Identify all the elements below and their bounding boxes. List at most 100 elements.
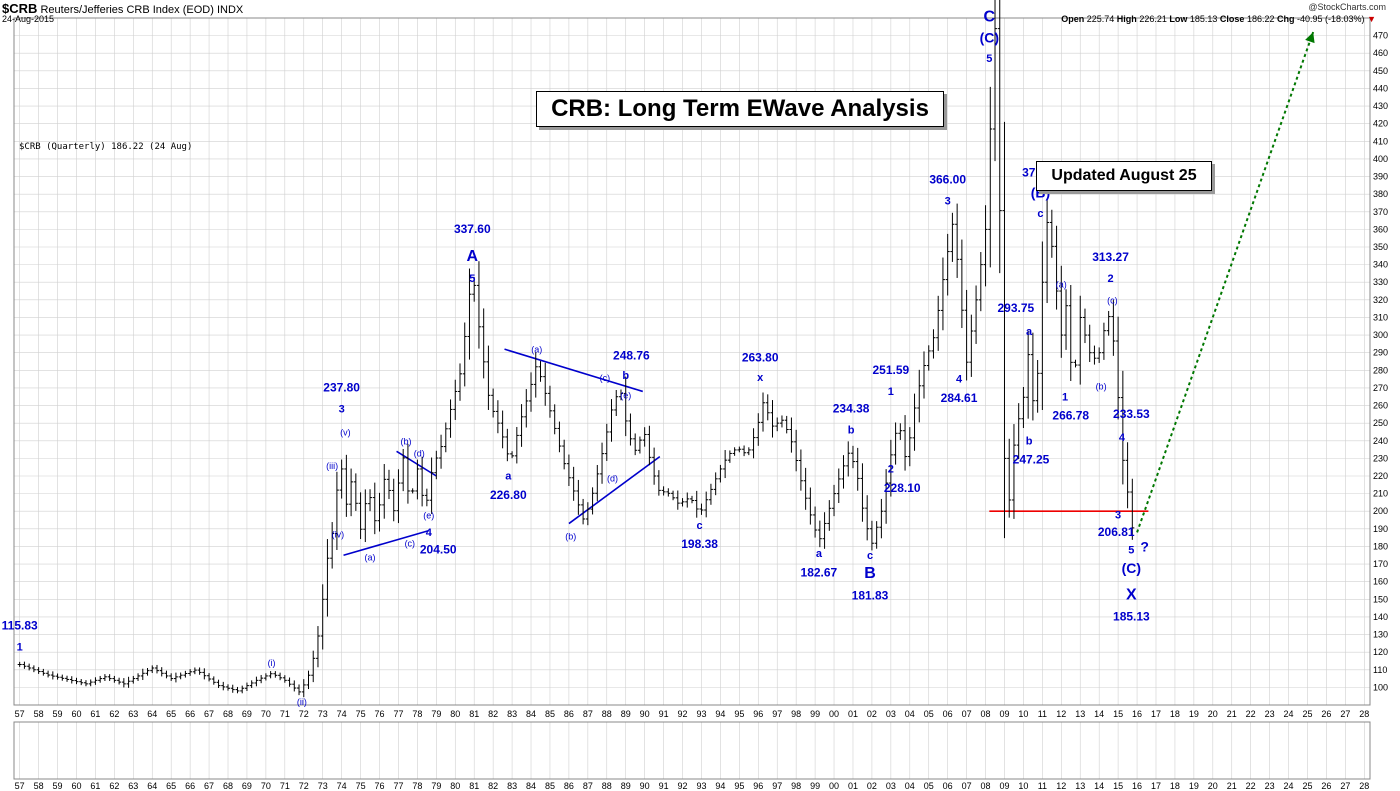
close-value: 186.22	[1246, 14, 1275, 24]
x-tick-label: 62	[109, 709, 119, 719]
y-tick-label: 440	[1373, 83, 1388, 93]
x-tick-label: 86	[564, 709, 574, 719]
x-tick-label-bottom: 18	[1170, 781, 1180, 791]
wave-labels: 115.831(i)(ii)(iii)237.803(v)(iv)(a)(b)(…	[2, 0, 1150, 707]
wave-label: 3	[945, 196, 951, 208]
x-tick-label-bottom: 09	[999, 781, 1009, 791]
low-value: 185.13	[1189, 14, 1218, 24]
x-tick-label: 02	[867, 709, 877, 719]
y-tick-label: 160	[1373, 577, 1388, 587]
x-tick-label-bottom: 62	[109, 781, 119, 791]
x-tick-label-bottom: 57	[15, 781, 25, 791]
x-tick-label: 70	[261, 709, 271, 719]
wave-label: ?	[1140, 539, 1149, 555]
x-tick-label: 96	[753, 709, 763, 719]
y-tick-label: 210	[1373, 489, 1388, 499]
high-label: High	[1116, 14, 1137, 24]
x-tick-label: 25	[1302, 709, 1312, 719]
wave-label: 251.59	[873, 363, 910, 377]
wave-label: A	[467, 248, 479, 265]
y-tick-label: 340	[1373, 260, 1388, 270]
x-tick-label-bottom: 19	[1189, 781, 1199, 791]
y-tick-label: 180	[1373, 541, 1388, 551]
wave-label: (c)	[405, 538, 416, 548]
x-tick-label-bottom: 92	[678, 781, 688, 791]
wave-label: 293.75	[997, 301, 1034, 315]
exchange: INDX	[216, 4, 244, 16]
x-tick-label: 72	[299, 709, 309, 719]
x-tick-label: 26	[1321, 709, 1331, 719]
x-tick-label-bottom: 82	[488, 781, 498, 791]
y-tick-label: 420	[1373, 119, 1388, 129]
x-tick-label: 88	[602, 709, 612, 719]
wave-label: 1	[17, 641, 23, 653]
x-tick-label: 82	[488, 709, 498, 719]
wave-label: C	[984, 9, 996, 26]
x-tick-label-bottom: 17	[1151, 781, 1161, 791]
x-axis: 57 57 58 58 59 59 60 60 61 61 62 62 63 63 64 64 65 65 66 66…	[15, 709, 1370, 791]
wave-label: 5	[1128, 545, 1134, 557]
x-tick-label-bottom: 65	[166, 781, 176, 791]
x-tick-label-bottom: 99	[810, 781, 820, 791]
x-tick-label-bottom: 93	[696, 781, 706, 791]
wave-label: (iii)	[326, 461, 338, 471]
wave-label: 247.25	[1013, 453, 1050, 467]
index-name: Reuters/Jefferies CRB Index (EOD)	[40, 4, 214, 16]
price-bars	[17, 0, 1135, 698]
y-tick-label: 320	[1373, 295, 1388, 305]
y-tick-label: 190	[1373, 524, 1388, 534]
x-tick-label: 59	[53, 709, 63, 719]
x-tick-label-bottom: 07	[962, 781, 972, 791]
wave-label: X	[1126, 586, 1137, 603]
x-tick-label-bottom: 90	[640, 781, 650, 791]
y-tick-label: 390	[1373, 172, 1388, 182]
x-tick-label: 68	[223, 709, 233, 719]
symbol: $CRB	[2, 1, 38, 16]
wave-label: (v)	[340, 427, 351, 437]
wave-label: 233.53	[1113, 407, 1150, 421]
x-tick-label: 23	[1265, 709, 1275, 719]
x-tick-label-bottom: 85	[545, 781, 555, 791]
wave-label: 204.50	[420, 543, 457, 557]
x-tick-label-bottom: 25	[1302, 781, 1312, 791]
x-tick-label: 90	[640, 709, 650, 719]
x-tick-label-bottom: 79	[431, 781, 441, 791]
x-tick-label-bottom: 94	[715, 781, 725, 791]
x-tick-label-bottom: 08	[981, 781, 991, 791]
x-tick-label-bottom: 89	[621, 781, 631, 791]
projection-line	[1136, 31, 1315, 533]
wave-label: 4	[426, 527, 433, 539]
x-tick-label: 16	[1132, 709, 1142, 719]
wave-label: b	[1026, 435, 1033, 447]
down-arrow-icon: ▼	[1367, 14, 1376, 24]
chg-value: -40.95 (-18.03%)	[1297, 14, 1365, 24]
x-tick-label-bottom: 28	[1359, 781, 1369, 791]
x-tick-label-bottom: 96	[753, 781, 763, 791]
x-tick-label-bottom: 05	[924, 781, 934, 791]
x-tick-label: 24	[1284, 709, 1294, 719]
x-tick-label-bottom: 87	[583, 781, 593, 791]
price-panel-frame	[13, 17, 1371, 706]
y-tick-label: 260	[1373, 401, 1388, 411]
wave-label: 4	[956, 374, 963, 386]
x-tick-label: 87	[583, 709, 593, 719]
x-tick-label-bottom: 76	[375, 781, 385, 791]
wave-label: c	[867, 550, 873, 562]
y-tick-label: 150	[1373, 594, 1388, 604]
wave-label: 5	[986, 53, 992, 65]
x-tick-label: 11	[1038, 709, 1047, 719]
x-tick-label: 04	[905, 709, 915, 719]
x-tick-label-bottom: 88	[602, 781, 612, 791]
x-tick-label: 58	[34, 709, 44, 719]
x-tick-label-bottom: 60	[71, 781, 81, 791]
wave-label: (ii)	[297, 697, 307, 707]
x-tick-label-bottom: 68	[223, 781, 233, 791]
x-tick-label: 57	[15, 709, 25, 719]
y-tick-label: 460	[1373, 48, 1388, 58]
x-tick-label: 75	[356, 709, 366, 719]
x-tick-label: 00	[829, 709, 839, 719]
wave-label: (c)	[600, 373, 611, 383]
y-tick-label: 310	[1373, 312, 1388, 322]
wave-label: (a)	[531, 345, 542, 355]
wave-label: (C)	[1122, 560, 1141, 576]
